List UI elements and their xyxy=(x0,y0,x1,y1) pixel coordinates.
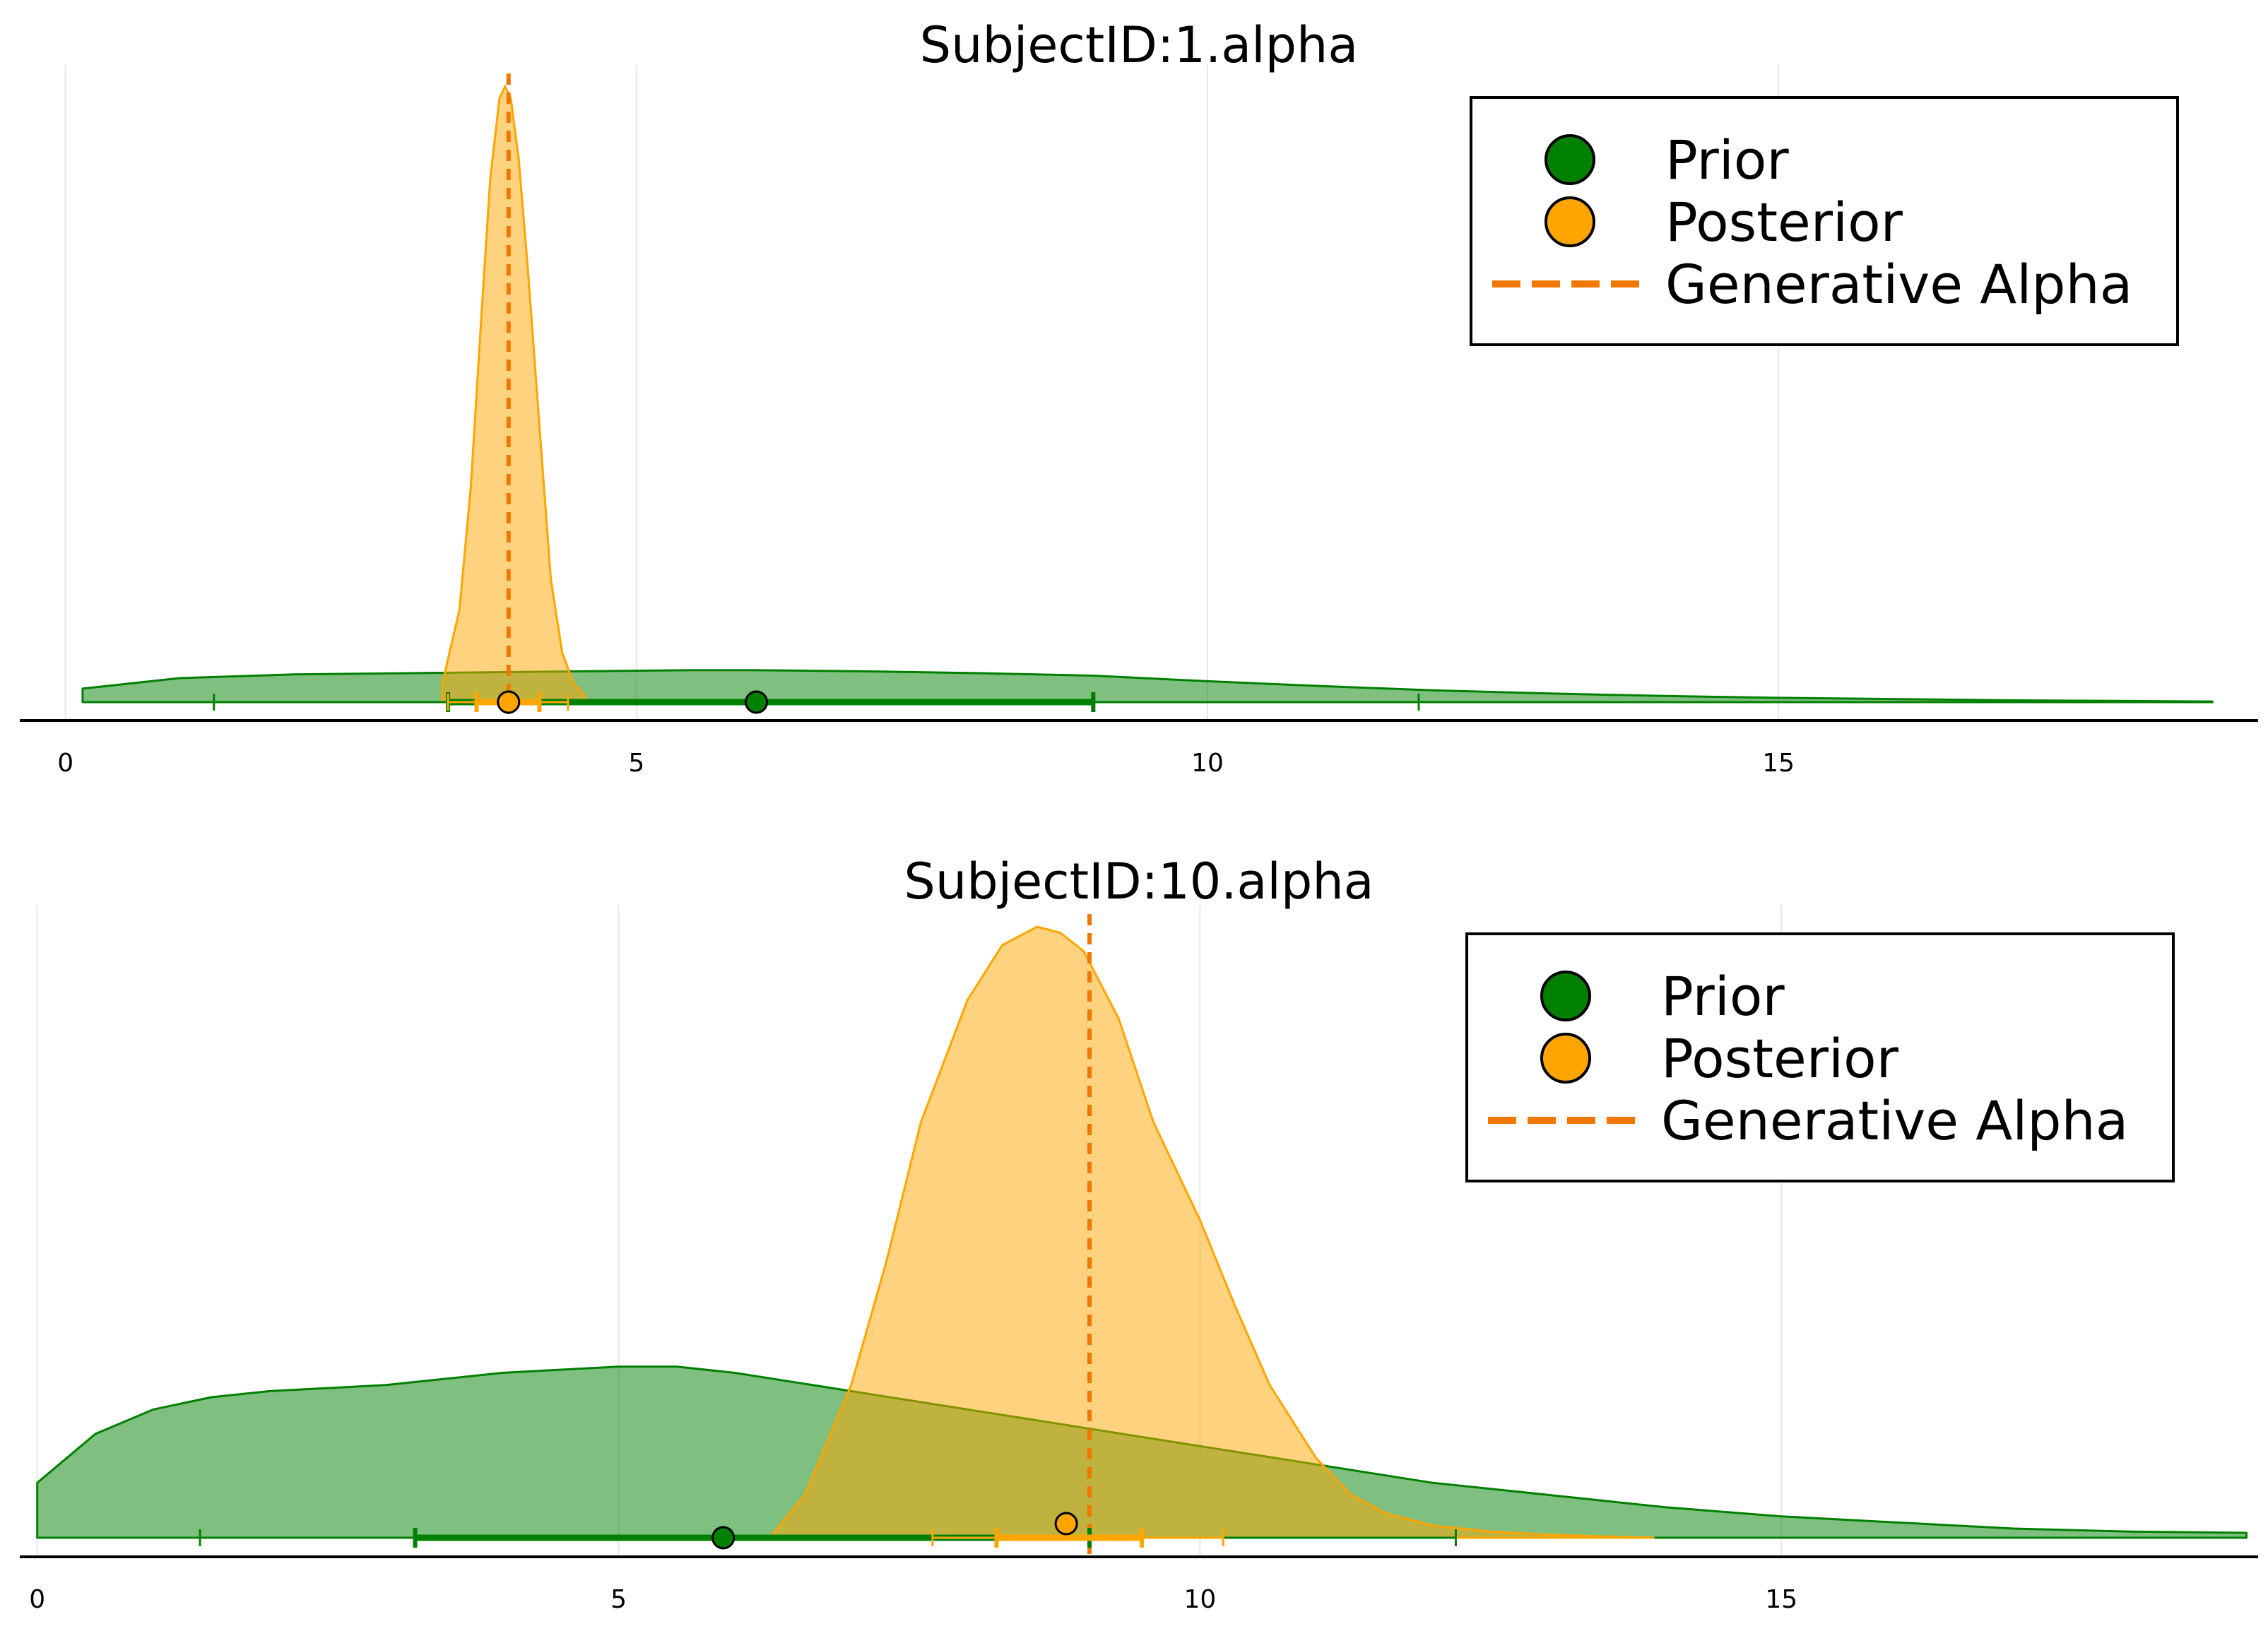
legend-marker-prior xyxy=(1545,134,1595,185)
x-tick-label: 5 xyxy=(628,749,644,778)
legend-label-generative-alpha: Generative Alpha xyxy=(1661,1089,2128,1152)
legend-label-posterior: Posterior xyxy=(1665,191,1903,254)
legend-marker-posterior xyxy=(1545,196,1595,247)
chart-title: SubjectID:10.alpha xyxy=(904,853,1374,911)
legend-label-posterior: Posterior xyxy=(1661,1027,1899,1090)
x-tick-label: 0 xyxy=(57,749,73,778)
point-estimate-posterior xyxy=(1054,1512,1078,1536)
panel-subject-10: 0 5 10 15 SubjectID:10.alpha PriorPosteriorGe… xyxy=(20,853,2258,1614)
point-estimate-posterior xyxy=(497,690,521,714)
chart-title: SubjectID:1.alpha xyxy=(920,16,1359,74)
legend-label-prior: Prior xyxy=(1661,965,1785,1028)
x-tick-label: 0 xyxy=(29,1585,45,1614)
x-tick-label: 10 xyxy=(1183,1585,1216,1614)
legend-label-prior: Prior xyxy=(1665,129,1789,191)
density-area-posterior xyxy=(441,85,586,704)
point-estimate-prior xyxy=(745,690,769,714)
legend-label-generative-alpha: Generative Alpha xyxy=(1665,253,2132,316)
x-tick-label: 5 xyxy=(610,1585,627,1614)
x-tick-label: 15 xyxy=(1762,749,1795,778)
density-area-prior xyxy=(81,669,2214,704)
panel-subject-1: 0 5 10 15 SubjectID:1.alpha PriorPosteriorGen… xyxy=(20,16,2258,778)
legend-marker-posterior xyxy=(1540,1033,1591,1084)
x-tick-label: 15 xyxy=(1765,1585,1797,1614)
density-area-posterior xyxy=(769,925,1655,1539)
legend-marker-prior xyxy=(1540,971,1591,1021)
point-estimate-prior xyxy=(711,1526,736,1550)
x-tick-label: 10 xyxy=(1191,749,1224,778)
